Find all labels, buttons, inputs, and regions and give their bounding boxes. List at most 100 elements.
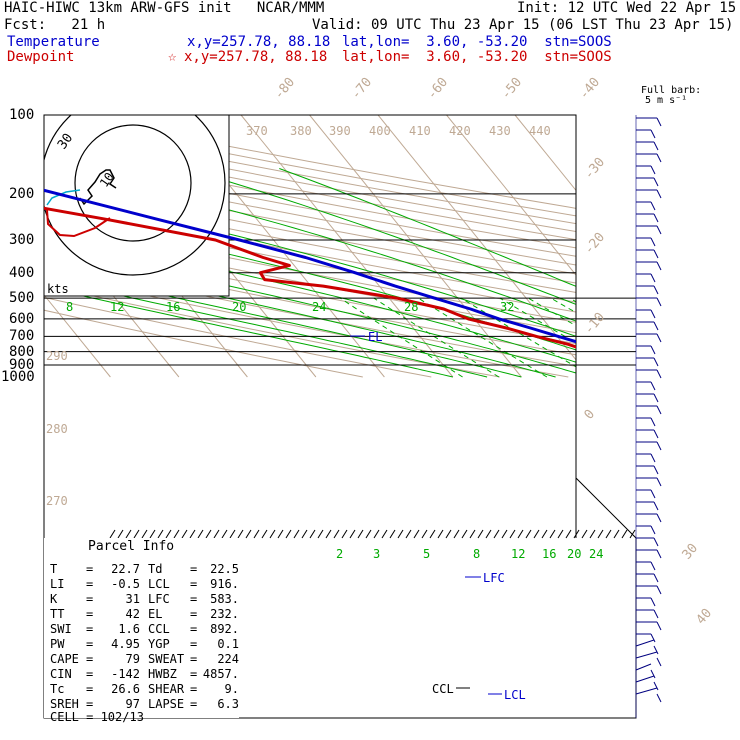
- dry-adiabat-line: [44, 115, 636, 378]
- wind-barb: [636, 309, 656, 319]
- isotherm-label: -20: [582, 230, 609, 258]
- wind-barb: [636, 213, 659, 223]
- parcel-key: K: [50, 592, 58, 606]
- pressure-label-400: 400: [9, 264, 35, 281]
- parcel-equals: =: [86, 652, 94, 666]
- pressure-label-900: 900: [9, 357, 35, 373]
- parcel-value: 4.95: [111, 637, 140, 651]
- theta-label: 440: [529, 124, 551, 138]
- mixing-ratio-label-lower: 24: [589, 547, 603, 561]
- hatch-mark: [189, 529, 196, 539]
- hatch-mark: [269, 529, 276, 539]
- hodograph-trace-low: [46, 209, 111, 238]
- wind-barb: [636, 141, 659, 151]
- hodograph-box: [43, 114, 230, 297]
- hodograph-unit: kts: [47, 282, 69, 296]
- wind-barb: [636, 405, 662, 415]
- parcel-value: -0.5: [111, 577, 140, 591]
- hodograph: 30 10 kts: [44, 115, 226, 296]
- hatch-mark: [357, 529, 364, 539]
- parcel-key: Td: [148, 562, 163, 576]
- parcel-key: SWEAT: [148, 652, 185, 666]
- hatch-mark: [133, 529, 140, 539]
- hatch-mark: [213, 529, 220, 539]
- theta-label: 390: [329, 124, 351, 138]
- parcel-equals: =: [86, 622, 94, 636]
- isotherm-label: -70: [349, 75, 376, 103]
- moist-adiabat-line: [44, 168, 454, 378]
- parcel-info-panel: Parcel Info T = 22.7 Td = 22.5 LI = -0.5 LCL = 916.…: [44, 538, 239, 724]
- pressure-label-100: 100: [9, 107, 35, 123]
- parcel-key: LAPSE: [148, 697, 185, 711]
- parcel-value: 232.: [210, 607, 239, 621]
- mixing-ratio-line: [373, 297, 500, 378]
- wind-barb: [636, 537, 659, 547]
- parcel-key: EL: [148, 607, 163, 621]
- parcel-key: CAPE: [50, 652, 79, 666]
- isotherm-label: 30: [680, 541, 702, 563]
- hatch-mark: [197, 529, 204, 539]
- wind-barb: [636, 297, 662, 307]
- mixing-ratio-label-upper: 24: [312, 300, 326, 314]
- parcel-value: 79: [125, 652, 140, 666]
- theta-label: 280: [46, 422, 68, 436]
- parcel-key: LCL: [148, 577, 170, 591]
- parcel-equals: =: [190, 652, 198, 666]
- isotherm-label: -50: [499, 75, 526, 103]
- mixing-ratio-label-upper: 12: [110, 300, 124, 314]
- isotherm-label: -60: [425, 75, 452, 103]
- parcel-equals: =: [190, 622, 198, 636]
- dry-adiabat-line: [44, 115, 636, 378]
- hatch-mark: [621, 529, 628, 539]
- parcel-equals: =: [86, 592, 94, 606]
- hatch-mark: [141, 529, 148, 539]
- hatch-mark: [389, 529, 396, 539]
- wind-barb: [636, 609, 659, 619]
- moist-adiabat-line: [44, 168, 522, 378]
- parcel-value: 1.6: [118, 622, 140, 636]
- theta-label: 370: [246, 124, 268, 138]
- hatch-mark: [629, 529, 636, 539]
- dewpoint-star-icon: ☆: [168, 49, 177, 65]
- hatch-mark: [373, 529, 380, 539]
- hodograph-ring-inner: [74, 124, 192, 242]
- dewpoint-coords: x,y=257.78, 88.18: [184, 49, 328, 65]
- isotherm-line: [44, 115, 111, 378]
- temperature-legend: Temperature: [7, 34, 100, 50]
- hatch-mark: [493, 529, 500, 539]
- hodograph-trace-high: [79, 169, 117, 206]
- dry-adiabat-line: [44, 115, 432, 378]
- wind-barb: [636, 549, 662, 559]
- wind-barb: [636, 633, 656, 643]
- parcel-key: SHEAR: [148, 682, 185, 696]
- hatch-mark: [429, 529, 436, 539]
- init-time: Init: 12 UTC Wed 22 Apr 15: [517, 0, 737, 16]
- parcel-key: TT: [50, 607, 65, 621]
- isotherm-label: 40: [694, 606, 716, 628]
- hodograph-ring-outer: [44, 115, 226, 276]
- wind-barb: [636, 525, 656, 535]
- mixing-ratio-line: [418, 297, 548, 378]
- wind-barb: [636, 621, 662, 631]
- pressure-label-600: 600: [9, 310, 35, 327]
- parcel-info-title: Parcel Info: [88, 539, 175, 554]
- hatch-mark: [517, 529, 524, 539]
- parcel-value: 4857.: [202, 667, 239, 681]
- parcel-value: -142: [111, 667, 140, 681]
- mixing-ratio-label-upper: 16: [166, 300, 180, 314]
- wind-barb: [636, 369, 662, 379]
- isotherm-label: -80: [272, 75, 299, 103]
- wind-barb: [636, 345, 656, 355]
- parcel-equals: =: [86, 562, 94, 576]
- wind-barb: [636, 489, 656, 499]
- dry-adiabat-line: [44, 115, 636, 378]
- mixing-ratio-line: [339, 297, 463, 378]
- hatch-mark: [245, 529, 252, 539]
- isotherm-line: [652, 115, 740, 377]
- mixing-ratio-label-lower: 3: [373, 547, 380, 561]
- hatch-mark: [381, 529, 388, 539]
- parcel-key: SWI: [50, 622, 72, 636]
- hatch-mark: [109, 529, 116, 539]
- parcel-equals: =: [86, 607, 94, 621]
- theta-label: 290: [46, 349, 68, 363]
